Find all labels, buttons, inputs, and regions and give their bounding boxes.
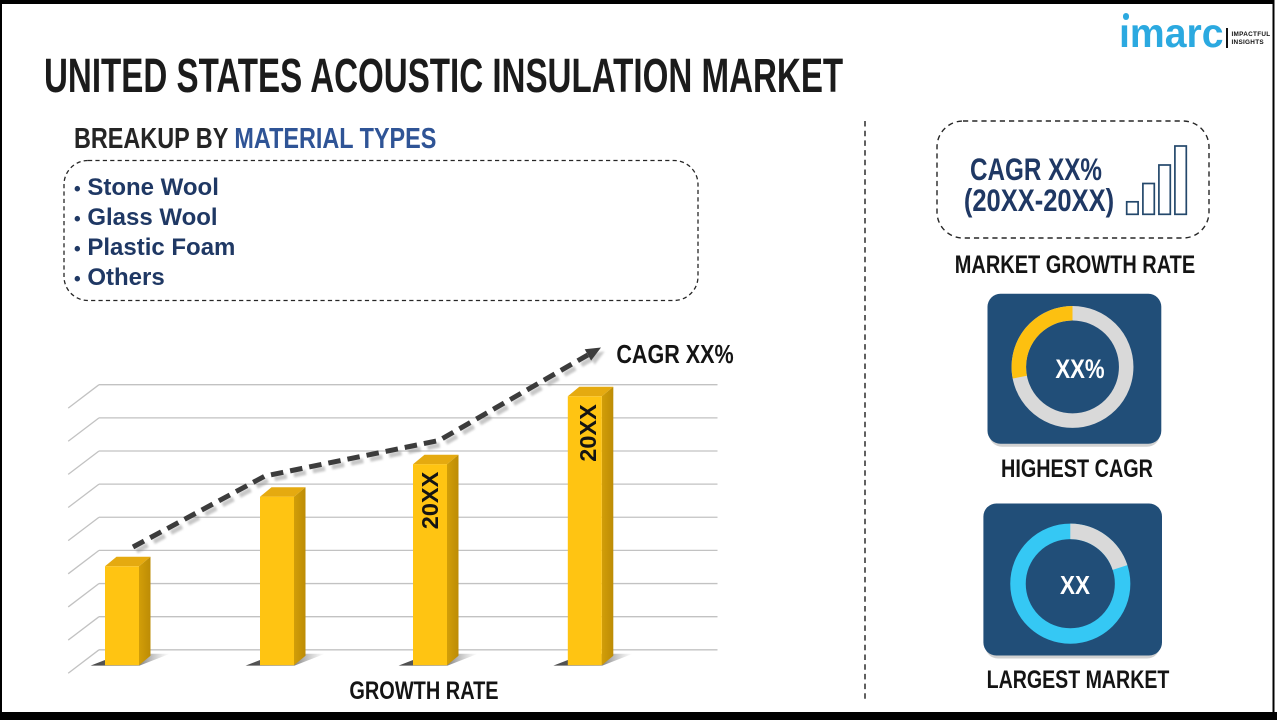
svg-text:20XX: 20XX — [575, 404, 601, 462]
svg-text:20XX: 20XX — [417, 471, 443, 529]
